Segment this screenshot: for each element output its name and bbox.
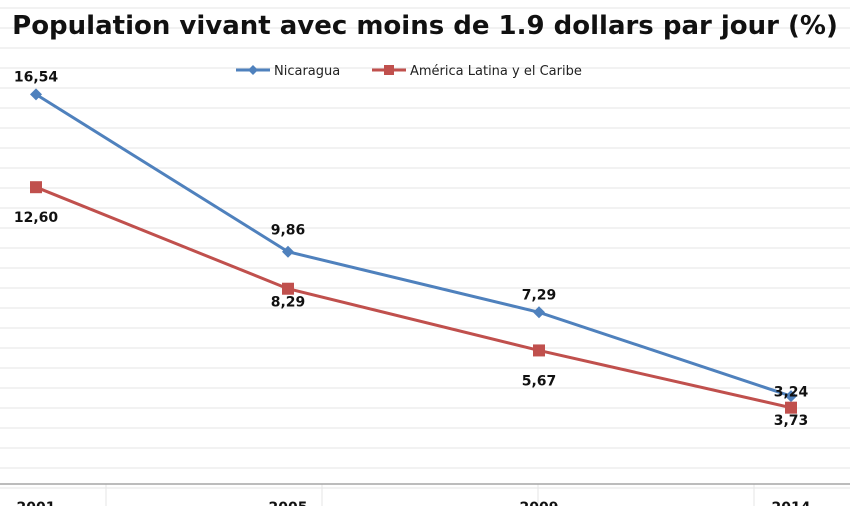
data-labels: 16,54 9,86 7,29 3,73 12,60 8,29 5,67 3,24 bbox=[14, 69, 809, 429]
marker-square bbox=[30, 181, 42, 194]
legend-label: América Latina y el Caribe bbox=[410, 64, 582, 79]
marker-diamond bbox=[533, 306, 545, 319]
marker-diamond bbox=[785, 390, 797, 403]
legend-label: Nicaragua bbox=[274, 64, 340, 79]
data-label: 7,29 bbox=[522, 287, 557, 303]
x-tick-label: 2005 bbox=[269, 500, 308, 506]
data-label: 3,73 bbox=[774, 413, 809, 429]
data-label: 5,67 bbox=[522, 373, 557, 389]
series-lines bbox=[35, 93, 792, 410]
series-line-1 bbox=[35, 185, 792, 410]
marker-diamond bbox=[282, 245, 294, 258]
marker-square bbox=[785, 401, 797, 414]
series-markers bbox=[30, 88, 797, 414]
x-tick-label: 2001 bbox=[17, 500, 56, 506]
marker-square bbox=[282, 282, 294, 295]
data-label: 12,60 bbox=[14, 210, 59, 226]
legend-marker-square bbox=[384, 65, 394, 75]
series-line-0 bbox=[35, 93, 792, 398]
data-label: 3,24 bbox=[774, 385, 809, 401]
data-label: 16,54 bbox=[14, 69, 59, 85]
marker-diamond bbox=[30, 88, 42, 101]
x-tick-label: 2014 bbox=[772, 500, 811, 506]
marker-square bbox=[533, 344, 545, 357]
x-axis-ticks: 2001 2005 2009 2014 bbox=[17, 500, 811, 506]
data-label: 9,86 bbox=[271, 223, 306, 239]
x-tick-label: 2009 bbox=[520, 500, 559, 506]
legend: Nicaragua América Latina y el Caribe bbox=[236, 64, 582, 79]
data-label: 8,29 bbox=[271, 295, 306, 311]
chart-title: Population vivant avec moins de 1.9 doll… bbox=[12, 11, 838, 41]
legend-marker-diamond bbox=[248, 65, 258, 75]
